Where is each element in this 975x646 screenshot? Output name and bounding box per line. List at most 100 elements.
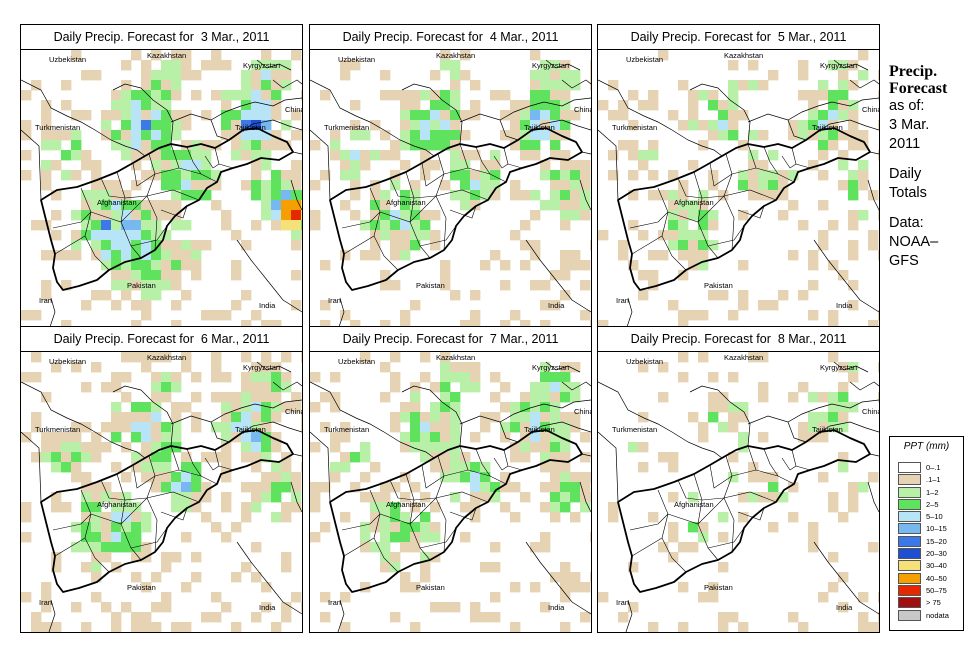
- precip-cell: [550, 512, 561, 523]
- precip-cell: [410, 140, 421, 151]
- precip-cell: [648, 150, 659, 161]
- precip-cell: [370, 210, 381, 221]
- precip-cell: [768, 482, 779, 493]
- precip-cell: [708, 392, 719, 403]
- country-label: Turkmenistan: [612, 425, 657, 434]
- province-border: [52, 513, 92, 531]
- precip-cell: [828, 120, 839, 131]
- precip-cell: [350, 120, 361, 131]
- country-label: Iran: [328, 598, 341, 607]
- precip-cell: [510, 482, 521, 493]
- precip-cell: [598, 100, 609, 111]
- precip-cell: [450, 150, 461, 161]
- precip-cell: [450, 412, 461, 423]
- precip-cell: [340, 160, 351, 171]
- info-date-line1: 3 Mar.: [889, 117, 930, 133]
- precip-cell: [151, 110, 162, 121]
- legend-swatch: [898, 535, 921, 547]
- precip-cell: [718, 512, 729, 523]
- country-label: India: [259, 301, 276, 310]
- precip-cell: [450, 160, 461, 171]
- precip-cell: [191, 552, 202, 563]
- precip-cell: [490, 612, 501, 623]
- country-border: [256, 59, 292, 71]
- country-border: [747, 97, 879, 123]
- precip-cell: [151, 452, 162, 463]
- precip-cell: [778, 170, 789, 181]
- precip-cell: [530, 150, 541, 161]
- precip-cell: [261, 60, 272, 71]
- precip-cell: [310, 210, 321, 221]
- precip-cell: [648, 190, 659, 201]
- precip-cell: [400, 402, 411, 413]
- precip-cell: [470, 512, 481, 523]
- precip-cell: [81, 300, 92, 311]
- precip-cell: [440, 462, 451, 473]
- precip-cell: [688, 200, 699, 211]
- precip-cell: [101, 220, 112, 231]
- precip-cell: [490, 250, 501, 261]
- precip-cell: [370, 492, 381, 503]
- precip-cell: [380, 270, 391, 281]
- precip-cell: [111, 622, 122, 632]
- precip-cell: [838, 130, 849, 141]
- precip-cell: [550, 412, 561, 423]
- precip-cell: [490, 150, 501, 161]
- precip-cell: [360, 160, 371, 171]
- precip-cell: [808, 260, 819, 271]
- precip-cell: [291, 230, 302, 241]
- precip-cell: [261, 602, 272, 613]
- precip-cell: [31, 80, 42, 91]
- map-svg: UzbekistanKazakhstanKyrgyzstanChinaTurkm…: [21, 50, 302, 330]
- precip-cell: [658, 50, 669, 61]
- precip-cell: [728, 472, 739, 483]
- precip-cell: [131, 200, 142, 211]
- precip-cell: [668, 522, 679, 533]
- country-border: [62, 151, 302, 291]
- precip-cell: [560, 210, 571, 221]
- precip-cell: [440, 110, 451, 121]
- country-border: [598, 431, 619, 503]
- precip-cell: [688, 90, 699, 101]
- precip-cell: [211, 592, 222, 603]
- precip-cell: [460, 130, 471, 141]
- precip-cell: [221, 462, 232, 473]
- precip-cell: [420, 210, 431, 221]
- precip-cell: [658, 250, 669, 261]
- precip-cell: [161, 150, 172, 161]
- precip-cell: [788, 130, 799, 141]
- precip-cell: [400, 230, 411, 241]
- precip-cell: [171, 422, 182, 433]
- precip-cell: [340, 592, 351, 603]
- precip-cell: [350, 180, 361, 191]
- precip-cell: [838, 412, 849, 423]
- precip-cell: [141, 472, 152, 483]
- precip-cell: [808, 90, 819, 101]
- precip-cell: [41, 392, 52, 403]
- precip-cell: [181, 260, 192, 271]
- precip-cell: [708, 412, 719, 423]
- country-label: Iran: [39, 296, 52, 305]
- precip-cell: [330, 472, 341, 483]
- precip-cell: [480, 462, 491, 473]
- forecast-panel-5: Daily Precip. Forecast for 7 Mar., 2011 …: [309, 326, 592, 633]
- precip-cell: [151, 80, 162, 91]
- precip-cell: [570, 362, 581, 373]
- precip-cells: [21, 50, 302, 330]
- precip-cell: [151, 200, 162, 211]
- precip-cell: [718, 110, 729, 121]
- precip-cell: [91, 170, 102, 181]
- precip-cell: [688, 250, 699, 261]
- precip-cell: [520, 320, 531, 330]
- precip-cell: [520, 412, 531, 423]
- precip-cell: [550, 80, 561, 91]
- precip-cell: [470, 482, 481, 493]
- precip-cell: [868, 320, 879, 330]
- precip-cell: [291, 170, 302, 181]
- precip-cell: [111, 382, 122, 393]
- precip-cell: [420, 90, 431, 101]
- precip-cell: [380, 90, 391, 101]
- precip-cell: [291, 220, 302, 231]
- precip-cell: [61, 100, 72, 111]
- precip-cell: [131, 270, 142, 281]
